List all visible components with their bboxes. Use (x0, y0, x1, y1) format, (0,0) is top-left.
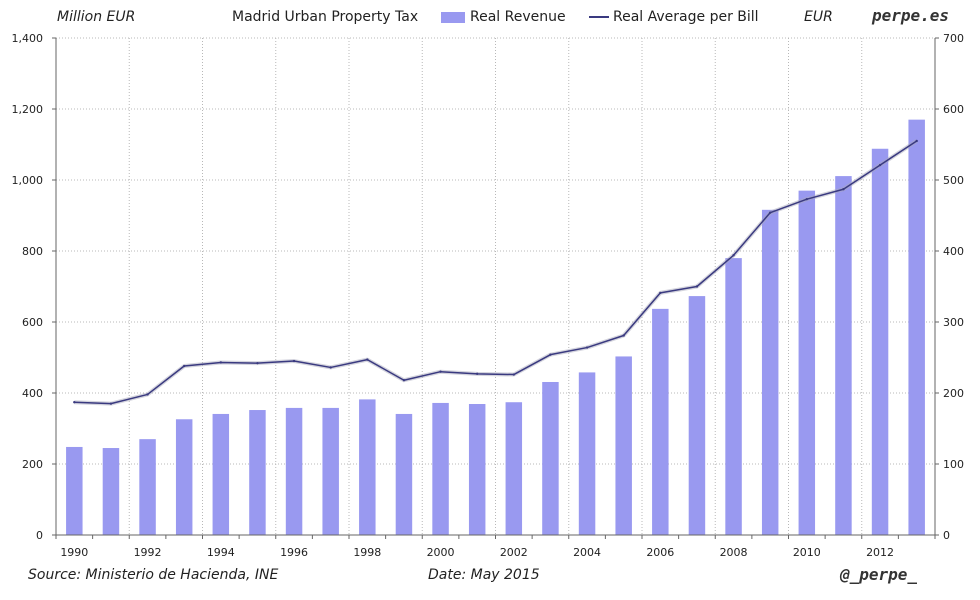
x-tick-label: 1996 (280, 546, 308, 559)
chart-title: Madrid Urban Property Tax (232, 9, 419, 25)
line-series (73, 139, 918, 406)
y-right-tick-label: 100 (943, 458, 964, 471)
bar-2009 (761, 209, 779, 535)
x-tick-label: 1990 (60, 546, 88, 559)
line-point-1995 (256, 361, 259, 365)
bar-1991 (102, 448, 120, 535)
legend-bar-label: Real Revenue (470, 9, 566, 25)
legend-line-swatch (589, 16, 609, 18)
y-right-tick-label: 600 (943, 103, 964, 116)
bar-2007 (688, 296, 706, 535)
y-right-tick-label: 700 (943, 32, 964, 45)
axes: 0 0 200 100 400 200 600 300 800 400 1,000 500 1,200 6… (12, 32, 965, 559)
line-series-path (74, 140, 918, 405)
bar-2006 (652, 308, 669, 535)
y-right-tick-label: 400 (943, 245, 964, 258)
x-tick-label: 2008 (720, 546, 748, 559)
grid-lines (56, 37, 935, 535)
bar-series (66, 119, 925, 536)
bar-1994 (212, 413, 230, 535)
brand-logo: perpe.es (872, 6, 950, 25)
line-point-1991 (109, 402, 113, 405)
bar-2003 (542, 381, 559, 535)
legend-item-real-average: Real Average per Bill (589, 9, 759, 25)
x-tick-label: 2012 (866, 546, 894, 559)
left-axis-unit: Million EUR (57, 9, 136, 25)
line-point-1997 (329, 366, 332, 369)
line-point-2004 (585, 346, 589, 349)
line-point-2005 (622, 334, 625, 337)
x-tick-label: 2004 (573, 546, 601, 559)
y-left-tick-label: 600 (22, 316, 43, 329)
x-tick-label: 2002 (500, 546, 528, 559)
date-note: Date: May 2015 (428, 567, 540, 583)
y-left-tick-label: 200 (22, 458, 43, 471)
line-point-2010 (805, 197, 809, 201)
x-tick-label: 2000 (427, 546, 455, 559)
bar-2004 (578, 372, 596, 535)
y-right-tick-label: 0 (943, 529, 950, 542)
line-point-1994 (219, 361, 223, 364)
bar-2011 (835, 176, 852, 535)
line-point-1998 (366, 358, 369, 361)
right-axis-unit: EUR (804, 9, 833, 25)
x-tick-label: 2010 (793, 546, 821, 559)
x-tick-label: 1994 (207, 546, 235, 559)
y-right-tick-label: 200 (943, 387, 964, 400)
y-left-tick-label: 1,000 (12, 174, 44, 187)
line-point-2008 (732, 254, 735, 257)
line-point-2011 (842, 188, 845, 191)
bar-2012 (871, 148, 889, 535)
y-left-tick-label: 400 (22, 387, 43, 400)
x-tick-label: 1992 (134, 546, 162, 559)
line-point-1993 (182, 364, 186, 368)
bar-1992 (139, 439, 156, 535)
bar-1996 (285, 407, 303, 535)
y-left-tick-label: 1,200 (12, 103, 44, 116)
line-point-2000 (439, 370, 442, 373)
source-note: Source: Ministerio de Hacienda, INE (28, 567, 279, 583)
bar-2010 (798, 190, 816, 535)
line-point-2001 (475, 372, 479, 376)
bar-1998 (359, 399, 376, 535)
y-left-tick-label: 800 (22, 245, 43, 258)
line-point-2007 (695, 285, 699, 288)
legend-bar-swatch (441, 11, 465, 23)
y-right-tick-label: 300 (943, 316, 964, 329)
y-left-tick-label: 0 (36, 529, 43, 542)
x-tick-label: 2006 (646, 546, 674, 559)
line-point-2006 (659, 291, 662, 295)
line-point-1990 (73, 401, 76, 404)
bar-2013 (908, 119, 925, 536)
line-point-1999 (402, 379, 406, 382)
bar-2002 (505, 402, 523, 535)
line-point-2002 (512, 373, 516, 376)
line-point-2012 (878, 163, 882, 167)
bar-1993 (175, 419, 193, 535)
line-point-2003 (549, 353, 552, 356)
line-point-2009 (768, 211, 772, 214)
bar-2008 (725, 258, 742, 535)
bar-1995 (249, 410, 266, 535)
author-handle: @_perpe_ (840, 565, 918, 584)
x-tick-label: 1998 (353, 546, 381, 559)
bar-1997 (322, 407, 339, 535)
bar-1999 (395, 413, 413, 535)
bar-2000 (432, 402, 449, 535)
line-point-1992 (146, 393, 149, 396)
bar-2001 (468, 404, 486, 535)
y-right-tick-label: 500 (943, 174, 964, 187)
y-left-tick-label: 1,400 (12, 32, 44, 45)
legend-item-real-revenue: Real Revenue (441, 9, 566, 25)
legend-line-label: Real Average per Bill (613, 9, 759, 25)
line-point-2013 (915, 139, 918, 143)
bar-1990 (66, 446, 83, 535)
line-point-1996 (292, 359, 296, 363)
bar-2005 (615, 356, 632, 535)
